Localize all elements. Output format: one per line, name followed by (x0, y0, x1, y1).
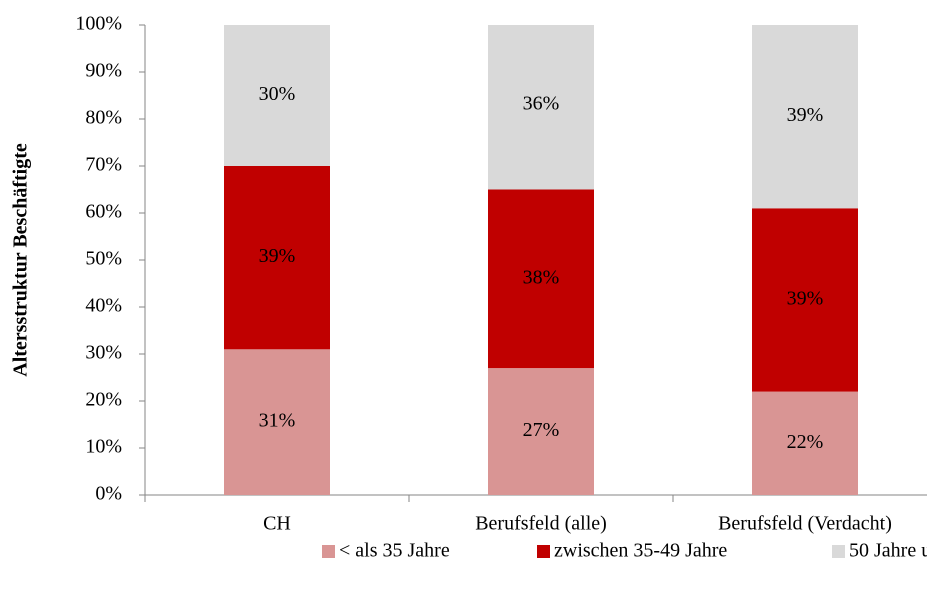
data-label: 30% (259, 83, 296, 105)
y-tick-label: 30% (85, 342, 122, 364)
data-label: 22% (787, 431, 824, 453)
legend-swatch (322, 545, 335, 558)
data-label: 39% (787, 104, 824, 126)
legend-label: zwischen 35-49 Jahre (554, 540, 727, 562)
bar-segment (752, 208, 858, 392)
bar-segment (752, 25, 858, 209)
y-tick-label: 80% (85, 107, 122, 129)
legend-swatch (832, 545, 845, 558)
data-label: 38% (523, 266, 560, 288)
y-tick-label: 40% (85, 295, 122, 317)
bar-segment (488, 189, 594, 369)
x-tick-label: Berufsfeld (alle) (475, 513, 607, 535)
y-axis-label: Altersstruktur Beschäftigte (10, 143, 32, 377)
data-label: 31% (259, 410, 296, 432)
legend-label: < als 35 Jahre (339, 540, 450, 562)
y-tick-label: 70% (85, 154, 122, 176)
x-tick-label: CH (263, 513, 291, 535)
bar-segment (224, 25, 330, 166)
bar-segment (224, 166, 330, 350)
y-tick-label: 100% (75, 13, 122, 35)
y-tick-label: 90% (85, 60, 122, 82)
y-tick-label: 60% (85, 201, 122, 223)
data-label: 39% (259, 245, 296, 267)
legend-swatch (537, 545, 550, 558)
bars (224, 25, 858, 495)
bar-segment (224, 349, 330, 495)
legend-label: 50 Jahre und älter (849, 540, 927, 562)
bar-segment (752, 391, 858, 495)
data-label: 36% (523, 92, 560, 114)
data-label: 39% (787, 288, 824, 310)
bar-segment (488, 368, 594, 495)
y-tick-label: 50% (85, 248, 122, 270)
y-tick-label: 20% (85, 389, 122, 411)
y-tick-label: 10% (85, 436, 122, 458)
x-tick-label: Berufsfeld (Verdacht) (718, 513, 892, 535)
y-tick-label: 0% (95, 483, 122, 505)
bar-segment (488, 25, 594, 190)
data-label: 27% (523, 419, 560, 441)
